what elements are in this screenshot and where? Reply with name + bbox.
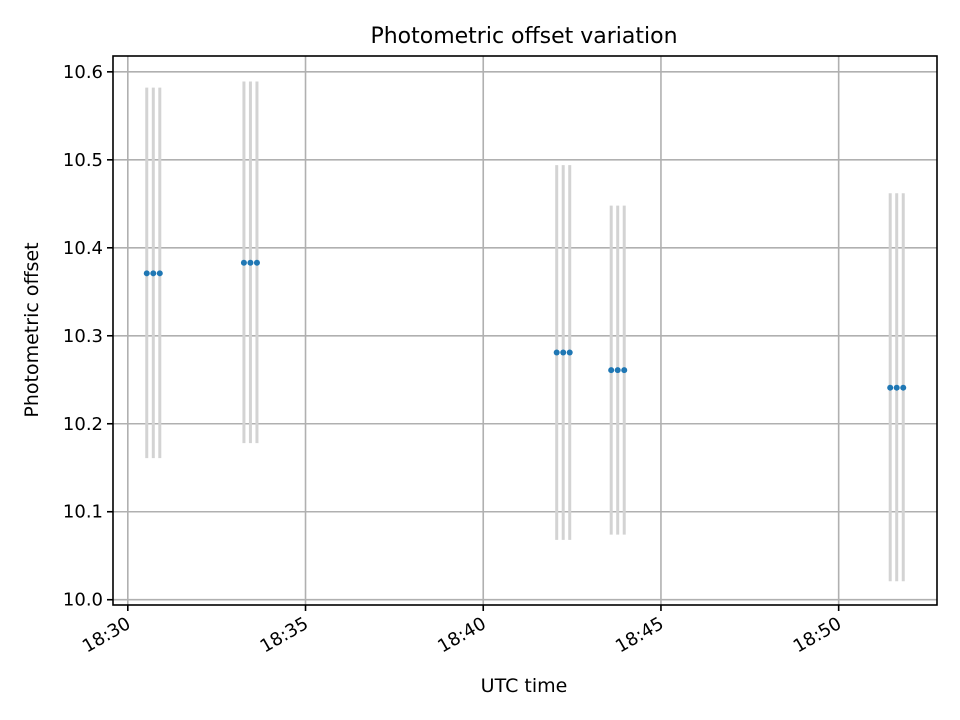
- data-point: [887, 384, 894, 391]
- y-axis-label: Photometric offset: [21, 242, 43, 417]
- data-point: [566, 349, 573, 356]
- data-point: [156, 270, 163, 277]
- y-tick-label: 10.5: [63, 150, 103, 171]
- y-tick-label: 10.0: [63, 590, 103, 611]
- data-point: [143, 270, 150, 277]
- data-points: [143, 259, 907, 391]
- data-point: [621, 367, 628, 374]
- y-tick-label: 10.1: [63, 502, 103, 523]
- plot-frame: [112, 55, 938, 606]
- chart-title: Photometric offset variation: [370, 24, 677, 49]
- y-tick-label: 10.2: [63, 414, 103, 435]
- data-point: [893, 384, 900, 391]
- data-point: [553, 349, 560, 356]
- y-tick-label: 10.3: [63, 326, 103, 347]
- data-point: [608, 367, 615, 374]
- y-tick-label: 10.4: [63, 238, 103, 259]
- data-point: [560, 349, 567, 356]
- y-tick-label: 10.6: [63, 62, 103, 83]
- data-point: [150, 270, 157, 277]
- data-point: [240, 259, 247, 266]
- data-point: [253, 259, 260, 266]
- data-point: [247, 259, 254, 266]
- y-axis: 10.0 10.1 10.2 10.3 10.4 10.5 10.6: [63, 62, 113, 611]
- x-axis-label: UTC time: [481, 675, 568, 697]
- data-point: [900, 384, 907, 391]
- data-point: [614, 367, 621, 374]
